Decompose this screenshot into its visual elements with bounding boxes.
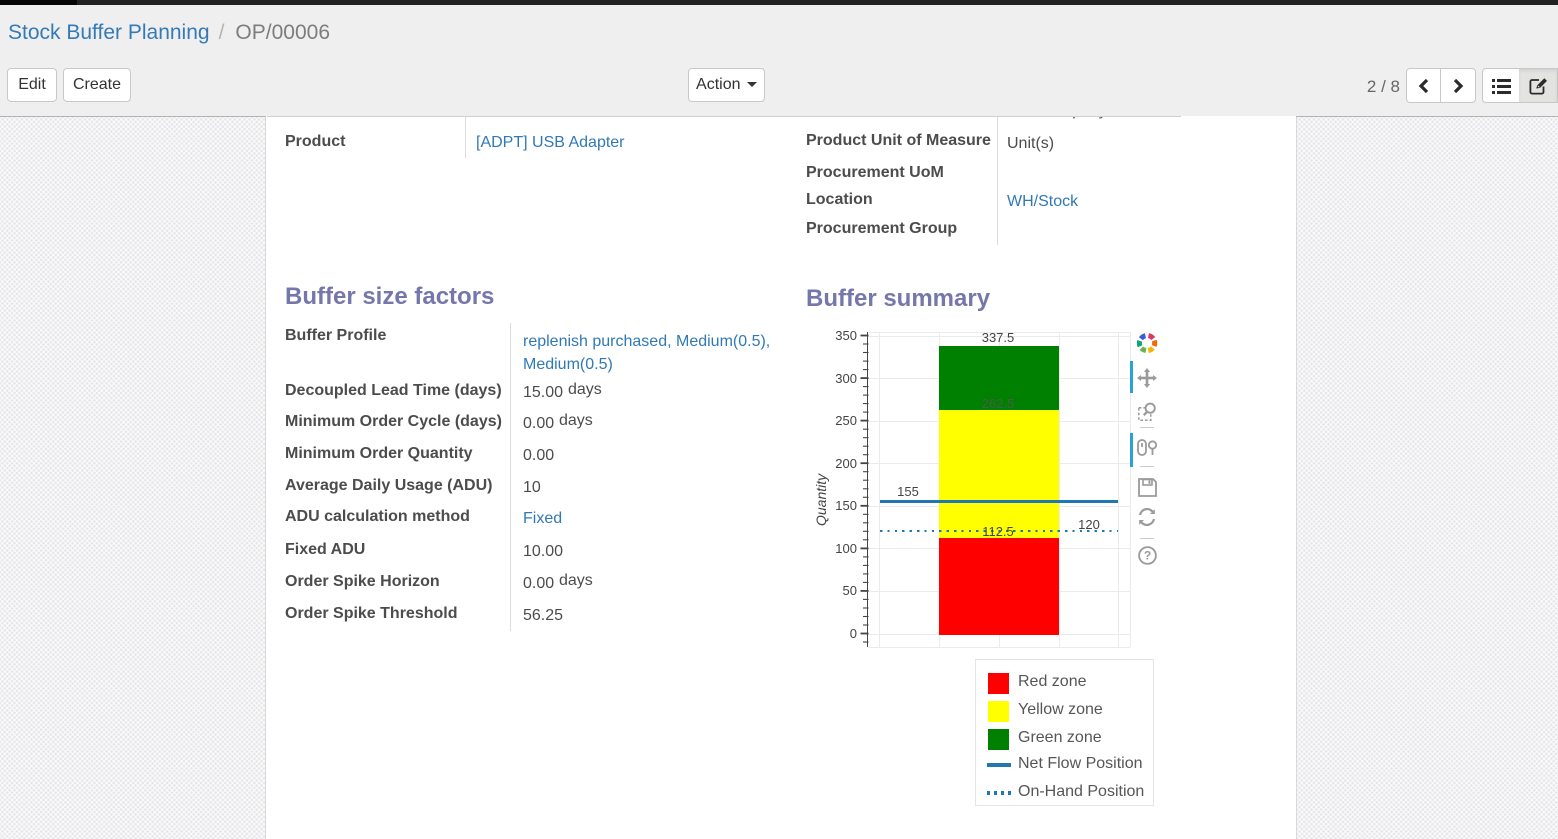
svg-text:?: ? — [1144, 549, 1151, 563]
